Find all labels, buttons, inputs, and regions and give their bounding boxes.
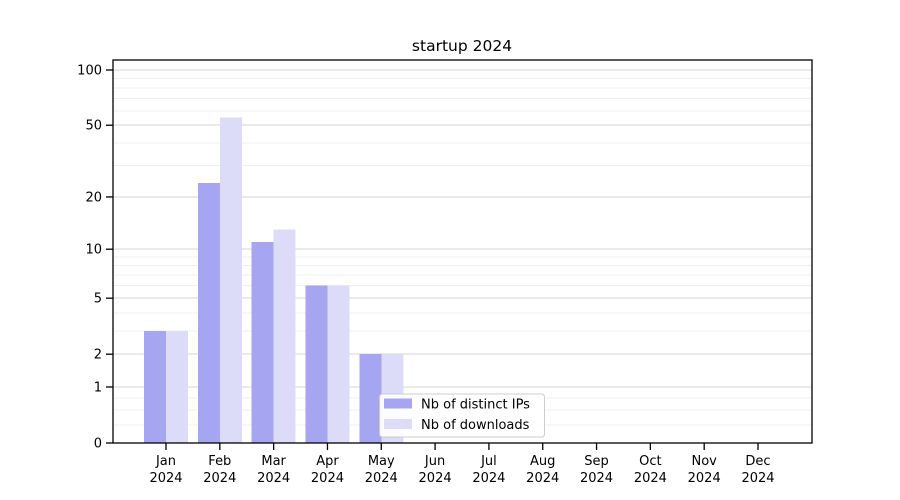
x-tick-label: Aug 2024 (526, 454, 559, 486)
y-tick-label: 1 (94, 380, 102, 395)
y-tick-label: 0 (94, 437, 102, 452)
x-tick-label: Feb 2024 (203, 454, 236, 486)
plot-area: 0 1 2 5 10 20 50 100 Jan 2024 Feb 2024 Mar 2024 Apr 202… (77, 59, 813, 486)
legend-label-distinct-ips: Nb of distinct IPs (421, 398, 530, 413)
y-tick-label: 5 (94, 292, 102, 307)
x-tick-label: May 2024 (365, 454, 398, 486)
y-tick-label: 10 (85, 243, 102, 258)
bar-nb-of-distinct-ips-feb (197, 182, 220, 443)
bar-nb-of-downloads-feb (219, 117, 242, 443)
x-tick-label: Jan 2024 (149, 454, 182, 486)
y-tick-label: 100 (77, 64, 102, 79)
x-tick-label: Mar 2024 (257, 454, 290, 486)
x-tick-label: Jul 2024 (472, 454, 505, 486)
x-tick-label: Sep 2024 (580, 454, 613, 486)
legend-label-downloads: Nb of downloads (421, 418, 530, 433)
y-tick-label: 20 (85, 190, 102, 205)
legend: Nb of distinct IPs Nb of downloads (379, 393, 545, 438)
legend-box (379, 393, 545, 438)
y-tick-label: 2 (94, 348, 102, 363)
bar-nb-of-distinct-ips-apr (305, 285, 328, 443)
bar-nb-of-downloads-jan (166, 330, 188, 443)
y-tick-label: 50 (85, 119, 102, 134)
legend-swatch-distinct-ips-icon (384, 398, 412, 409)
plot-border (112, 59, 813, 444)
x-tick-label: Dec 2024 (741, 454, 774, 486)
bar-nb-of-distinct-ips-may (359, 354, 382, 443)
x-tick-label: Oct 2024 (634, 454, 667, 486)
bar-nb-of-downloads-apr (327, 285, 350, 443)
x-tick-label: Apr 2024 (311, 454, 344, 486)
bar-nb-of-distinct-ips-mar (251, 242, 274, 443)
chart-title: startup 2024 (412, 37, 512, 55)
legend-swatch-downloads-icon (384, 419, 412, 429)
bar-nb-of-downloads-mar (273, 229, 296, 443)
x-tick-label: Nov 2024 (688, 454, 721, 486)
bar-nb-of-distinct-ips-jan (144, 330, 166, 443)
x-tick-label: Jun 2024 (419, 454, 452, 486)
